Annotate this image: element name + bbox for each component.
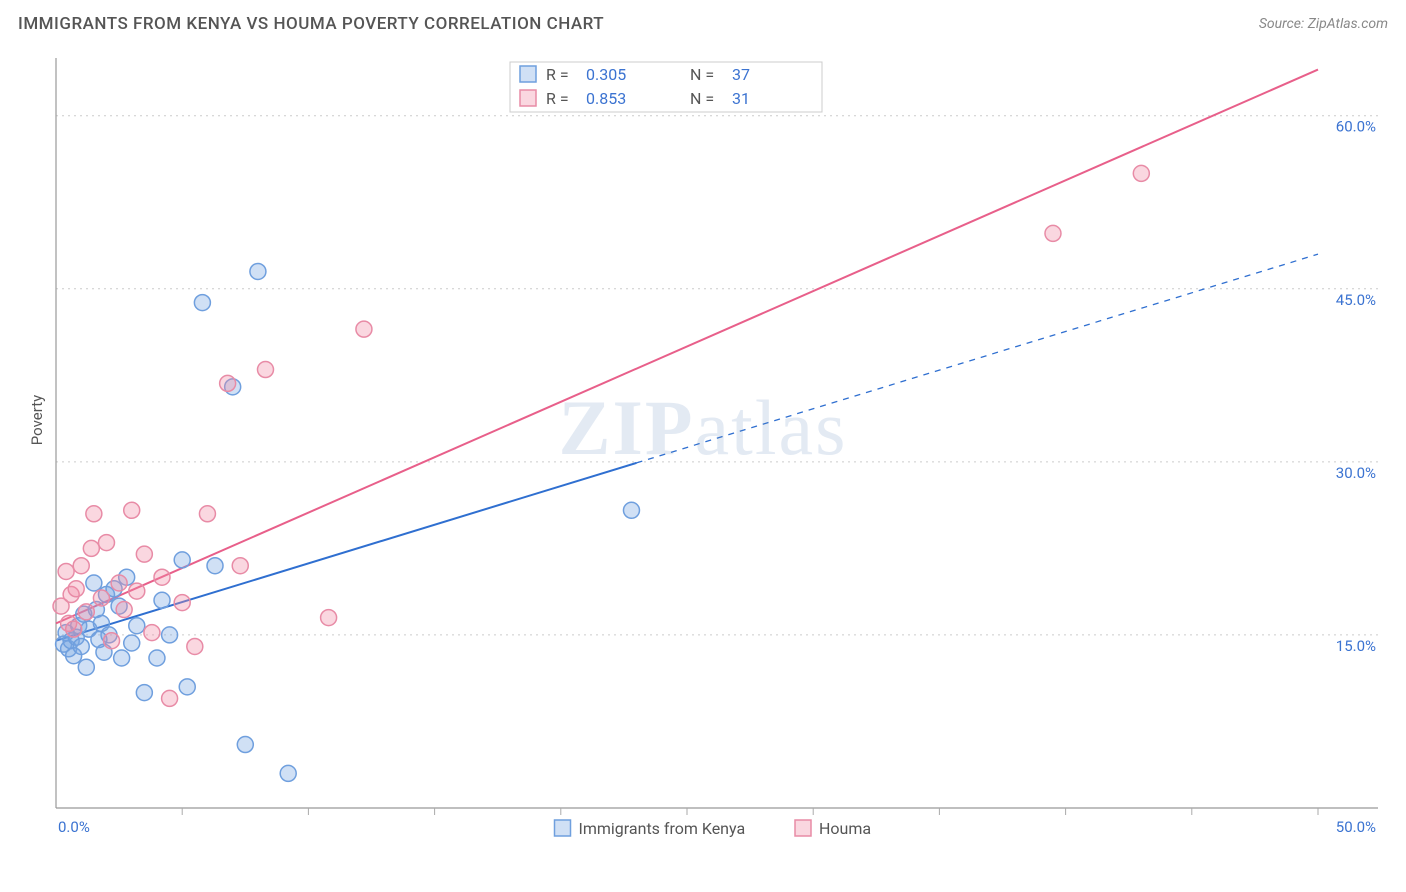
correlation-chart: 15.0% 30.0% 45.0% 60.0% 0.0% 50.0% R = 0.305 N =… <box>50 58 1388 838</box>
svg-text:0.305: 0.305 <box>586 65 626 84</box>
svg-text:37: 37 <box>732 65 750 84</box>
svg-text:R =: R = <box>546 89 569 108</box>
svg-text:45.0%: 45.0% <box>1336 291 1376 309</box>
svg-text:0.0%: 0.0% <box>58 818 90 836</box>
svg-text:0.853: 0.853 <box>586 89 626 108</box>
y-axis-label: Poverty <box>28 395 46 445</box>
svg-text:30.0%: 30.0% <box>1336 464 1376 482</box>
svg-text:60.0%: 60.0% <box>1336 118 1376 136</box>
svg-text:Houma: Houma <box>819 819 871 838</box>
source-attribution: Source: ZipAtlas.com <box>1259 16 1388 32</box>
chart-title: IMMIGRANTS FROM KENYA VS HOUMA POVERTY C… <box>18 14 604 34</box>
svg-text:N =: N = <box>690 65 714 84</box>
svg-text:N =: N = <box>690 89 714 108</box>
svg-text:R =: R = <box>546 65 569 84</box>
svg-text:Immigrants from Kenya: Immigrants from Kenya <box>579 819 746 838</box>
svg-text:15.0%: 15.0% <box>1336 637 1376 655</box>
svg-text:31: 31 <box>732 89 750 108</box>
svg-text:50.0%: 50.0% <box>1336 818 1376 836</box>
